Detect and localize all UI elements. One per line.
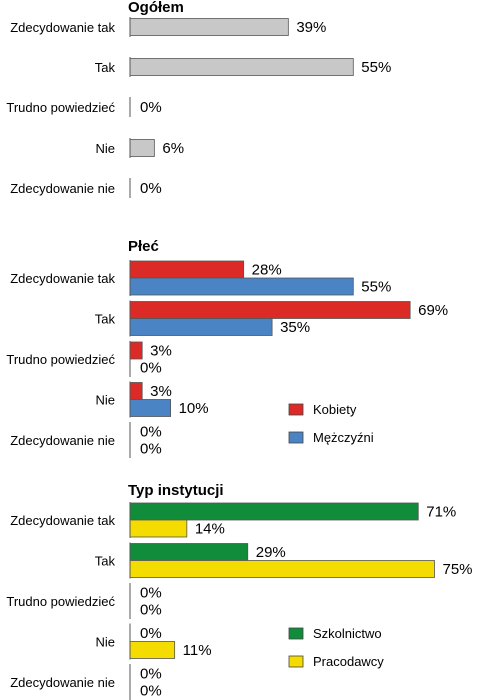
legend-label: Szkolnictwo [313,626,382,641]
category-label: Zdecydowanie nie [10,433,115,448]
category-label: Tak [95,60,116,75]
category-label: Zdecydowanie tak [10,271,115,286]
category-label: Trudno powiedzieć [6,352,115,367]
bar-szkolnictwo [129,502,419,521]
legend-swatch [288,431,304,444]
data-label: 0% [140,99,162,116]
data-label: 69% [418,302,448,319]
data-label: 3% [150,383,172,400]
data-label: 3% [150,343,172,360]
bar-mężczyźni [129,277,354,296]
category-label: Tak [95,554,116,569]
bar-value [129,139,155,157]
data-label: 0% [140,180,162,197]
data-label: 28% [252,262,282,279]
data-label: 35% [280,319,310,336]
legend-swatch [288,403,304,416]
category-label: Nie [95,141,115,156]
data-label: 39% [296,19,326,36]
bar-pracodawcy [129,519,188,538]
data-label: 55% [361,59,391,76]
legend-swatch [288,627,304,640]
data-label: 6% [162,140,184,157]
legend-label: Mężczyźni [313,430,374,445]
category-label: Tak [95,312,116,327]
data-label: 10% [179,400,209,417]
category-label: Trudno powiedzieć [6,100,115,115]
legend-label: Kobiety [313,402,357,417]
data-label: 0% [140,360,162,377]
data-label: 0% [140,666,162,683]
chart-panel-2: Płeć Zdecydowanie tak Tak Trudno powiedzieć… [6,238,448,458]
data-label: 11% [183,642,212,659]
data-label: 0% [140,602,162,619]
category-label: Zdecydowanie nie [10,675,115,690]
category-label: Zdecydowanie tak [10,20,115,35]
bar-kobiety [129,341,143,360]
bar-pracodawcy [129,560,435,578]
legend-label: Pracodawcy [313,654,384,669]
bar-kobiety [129,301,411,319]
bar-pracodawcy [129,641,176,659]
data-label: 14% [195,521,225,538]
data-label: 0% [140,585,162,602]
category-label: Zdecydowanie nie [10,181,115,196]
bar-mężczyźni [129,399,171,417]
data-label: 29% [256,544,286,561]
chart-title: Ogółem [128,0,184,16]
bar-kobiety [129,382,143,400]
category-label: Nie [95,635,115,650]
data-label: 0% [140,424,162,441]
chart-title: Typ instytucji [128,482,224,499]
category-label: Trudno powiedzieć [6,594,115,609]
bar-mężczyźni [129,318,273,336]
category-label: Zdecydowanie tak [10,513,115,528]
data-label: 0% [140,441,162,458]
data-label: 0% [140,625,162,642]
bar-szkolnictwo [129,543,249,561]
chart-panel-1: Ogółem Zdecydowanie tak Tak Trudno powiedzi… [6,0,391,198]
bar-value [129,18,289,36]
legend-swatch [288,655,304,668]
data-label: 75% [443,561,473,578]
chart-title: Płeć [128,238,159,255]
data-label: 71% [426,504,456,521]
chart-panel-3: Typ instytucji Zdecydowanie tak Tak Trudno … [6,482,473,700]
bar-value [129,58,354,76]
bar-kobiety [129,260,245,279]
data-label: 0% [140,683,162,700]
data-label: 55% [361,279,391,296]
category-label: Nie [95,393,115,408]
